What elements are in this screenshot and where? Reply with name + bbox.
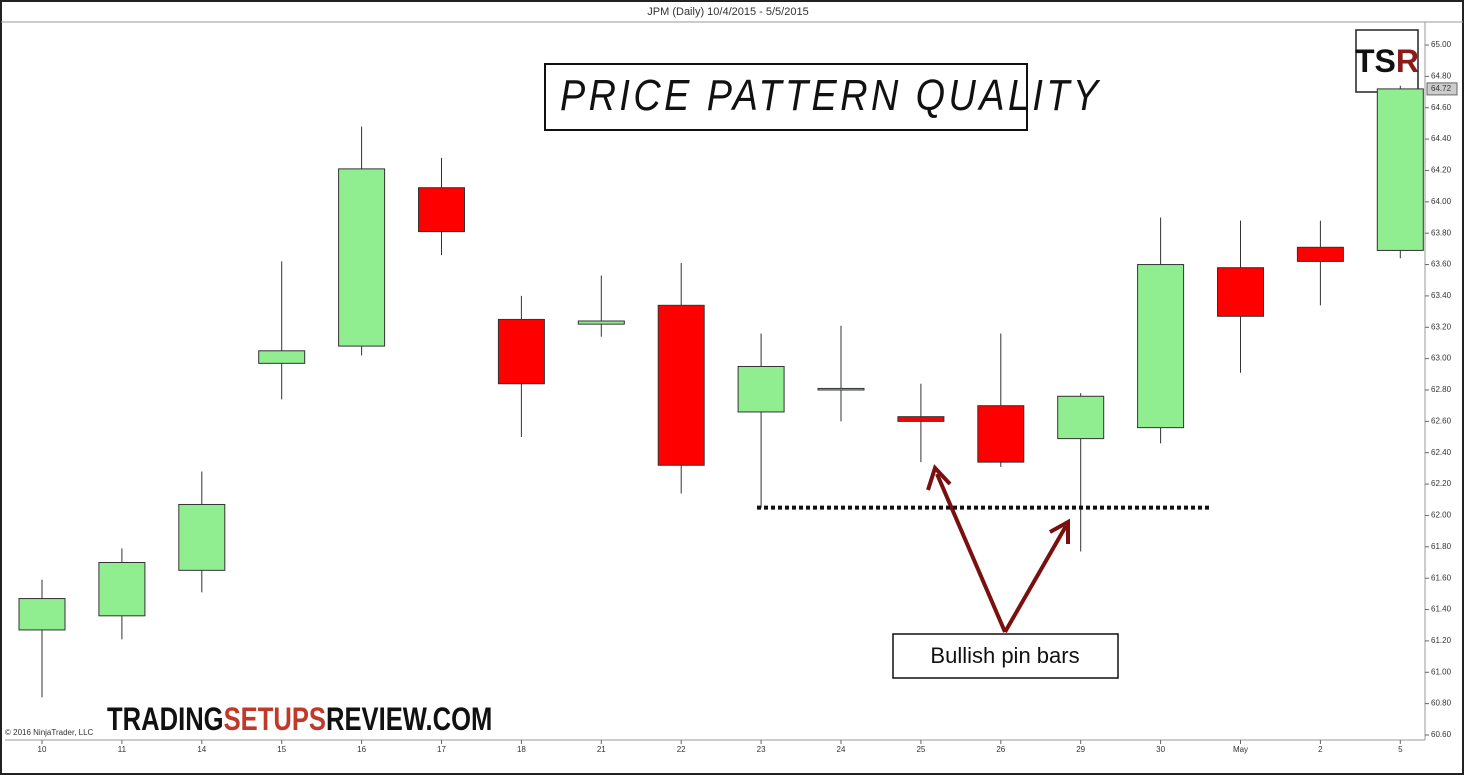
logo-part: R [1396,43,1419,79]
y-tick-label: 61.80 [1431,542,1452,551]
candle-body [1217,267,1264,317]
y-tick-label: 63.00 [1431,354,1452,363]
watermark-group: TRADINGSETUPSREVIEW.COM [107,702,492,737]
y-tick-label: 60.80 [1431,699,1452,708]
y-tick-label: 61.20 [1431,636,1452,645]
y-tick-label: 64.40 [1431,134,1452,143]
arrow [935,473,1007,633]
y-tick-label: 62.40 [1431,448,1452,457]
x-tick-label: 2 [1318,745,1323,754]
copyright: © 2016 NinjaTrader, LLC [5,728,94,737]
y-tick-label: 62.80 [1431,385,1452,394]
y-tick-label: 63.80 [1431,228,1452,237]
x-tick-label: 11 [118,745,127,754]
x-tick-label: 16 [357,745,366,754]
candle-body [817,387,865,391]
y-tick-label: 63.20 [1431,322,1452,331]
last-price-label: 64.72 [1431,84,1452,93]
x-tick-label: 15 [277,745,286,754]
candle-body [338,168,386,347]
candle-body [1057,395,1105,440]
y-tick-label: 62.00 [1431,511,1452,520]
chart-title: PRICE PATTERN QUALITY [560,70,1102,119]
y-tick-label: 61.40 [1431,605,1452,614]
y-tick-label: 61.60 [1431,573,1452,582]
arrow-head [926,464,952,491]
candle-body [577,320,625,325]
title-group: PRICE PATTERN QUALITY [560,70,1102,119]
y-tick-label: 61.00 [1431,667,1452,676]
x-tick-label: 18 [517,745,526,754]
x-tick-label: 22 [677,745,686,754]
candle-body [258,350,306,364]
x-tick-label: 5 [1398,745,1403,754]
watermark-part: TRADING [107,702,224,737]
candle-body [18,598,66,631]
annotation: Bullish pin bars [930,643,1079,668]
y-tick-label: 63.40 [1431,291,1452,300]
last-price-box [1426,82,1458,96]
y-tick-label: 62.20 [1431,479,1452,488]
x-tick-label: May [1233,745,1248,754]
x-tick-label: 30 [1156,745,1165,754]
x-tick-label: 10 [38,745,47,754]
candle-body [98,562,146,617]
y-tick-label: 65.00 [1431,40,1452,49]
candle-body [1376,88,1424,251]
arrow-head [1049,518,1070,544]
x-tick-label: 29 [1076,745,1085,754]
y-tick-label: 64.80 [1431,71,1452,80]
watermark: TRADINGSETUPSREVIEW.COM [107,702,492,737]
annotation-box [892,633,1119,679]
candle-body [657,304,705,466]
y-tick-label: 62.60 [1431,416,1452,425]
y-tick-label: 64.60 [1431,103,1452,112]
title-box [544,63,1028,131]
logo-box [1355,29,1419,93]
y-tick-label: 60.60 [1431,730,1452,739]
y-tick-label: 64.00 [1431,197,1452,206]
candle-body [897,416,945,422]
x-tick-label: 17 [437,745,446,754]
watermark-part: SETUPS [224,702,326,737]
candle-body [178,503,226,571]
candle-body [497,318,545,385]
candle-body [977,405,1025,463]
logo: TSR [1355,43,1419,79]
watermark-part: REVIEW.COM [326,702,492,737]
candle-body [1137,264,1185,429]
y-tick-label: 64.20 [1431,166,1452,175]
header: JPM (Daily) 10/4/2015 - 5/5/2015 [647,6,808,18]
logo-part: TS [1355,43,1396,79]
x-tick-label: 23 [757,745,766,754]
candle-body [737,365,785,413]
candle-body [418,187,465,233]
y-tick-label: 63.60 [1431,260,1452,269]
x-tick-label: 25 [916,745,925,754]
x-tick-label: 14 [197,745,206,754]
x-tick-label: 24 [837,745,846,754]
arrows [926,464,1070,633]
candle-body [1296,246,1344,262]
x-tick-label: 26 [996,745,1005,754]
x-tick-label: 21 [597,745,606,754]
arrow [1003,525,1068,633]
